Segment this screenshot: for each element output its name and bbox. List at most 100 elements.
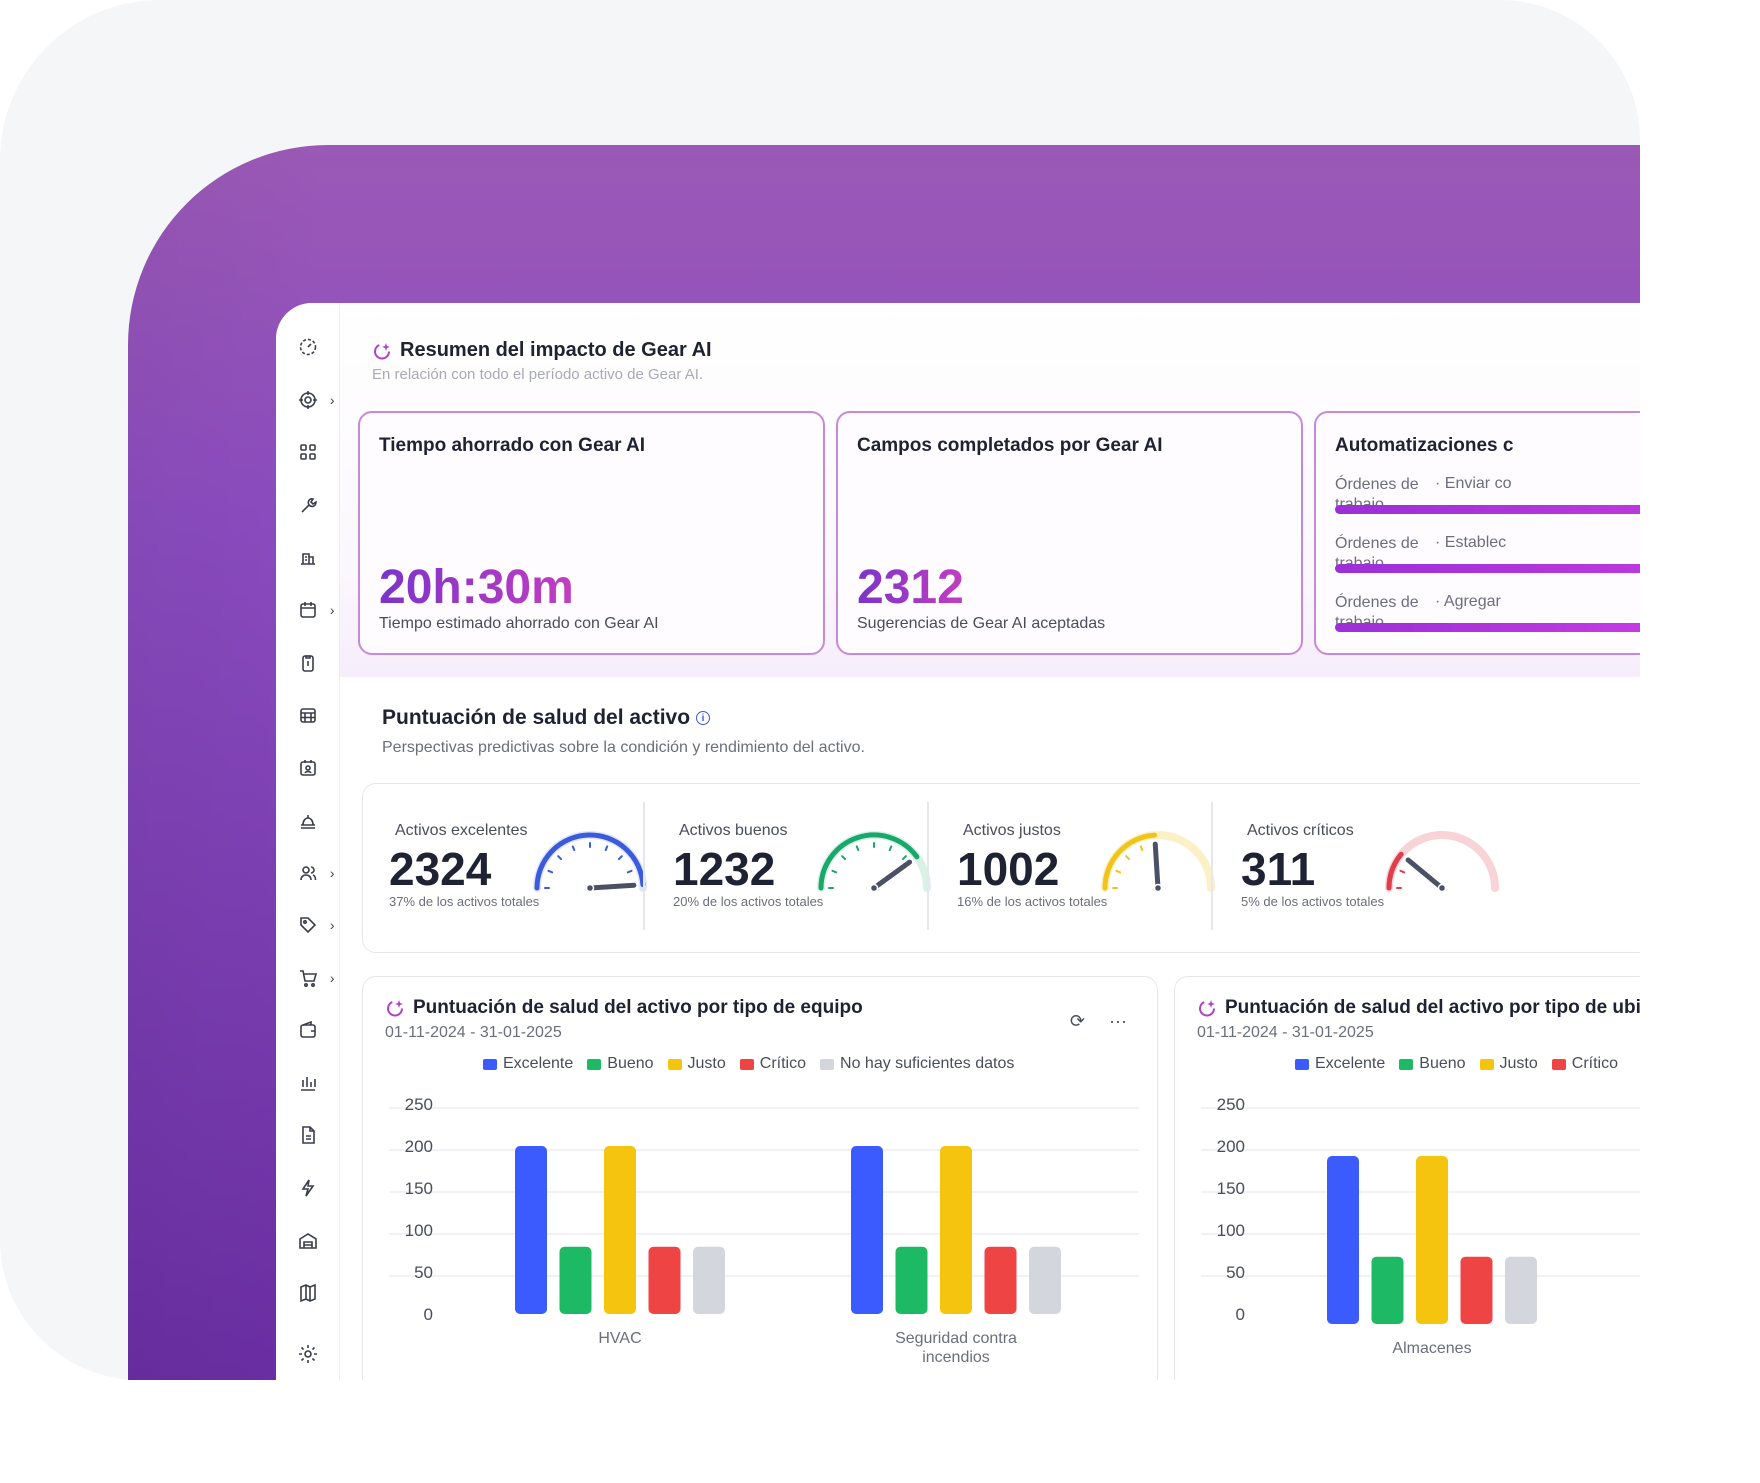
legend-item[interactable]: No hay suficientes datos xyxy=(820,1055,1014,1073)
y-tick-label: 0 xyxy=(424,1305,433,1324)
bar-bueno-0[interactable] xyxy=(559,1246,592,1314)
gauge-card[interactable]: Activos buenos 1232 20% de los activos tot… xyxy=(651,802,931,936)
chart-actions: ⟳ ··· xyxy=(1070,1011,1127,1032)
legend-item[interactable]: Justo xyxy=(1479,1055,1538,1073)
sidebar-item-clipboard[interactable] xyxy=(281,636,335,689)
bar-crítico-1[interactable] xyxy=(984,1246,1017,1314)
sidebar-item-calendar-grid[interactable] xyxy=(281,689,335,742)
bar-justo-0[interactable] xyxy=(604,1146,636,1314)
sidebar-item-calendar-user[interactable] xyxy=(281,741,335,794)
gauge-tick xyxy=(547,869,554,874)
info-icon[interactable]: i xyxy=(696,711,711,725)
legend-item[interactable]: Justo xyxy=(667,1055,726,1073)
gauge-hub xyxy=(869,883,879,893)
health-gauges-panel: Activos excelentes 2324 37% de los activos… xyxy=(362,783,1640,953)
app-window: › › › › › Resumen del impacto de Gear AI En … xyxy=(276,303,1640,1380)
legend-label: Crítico xyxy=(1571,1055,1619,1072)
kpi-label: Campos completados por Gear AI xyxy=(857,435,1163,456)
sidebar-item-cart[interactable]: › xyxy=(281,952,335,1005)
sidebar-item-target[interactable]: › xyxy=(281,374,335,427)
gauge-label: Activos críticos xyxy=(1247,822,1354,839)
bar-no-hay-suficientes-datos-0[interactable] xyxy=(693,1246,725,1314)
legend-item[interactable]: Crítico xyxy=(739,1055,806,1073)
y-tick-label: 150 xyxy=(405,1179,433,1198)
bar-crítico-0[interactable] xyxy=(648,1246,681,1314)
refresh-icon[interactable]: ⟳ xyxy=(1069,1011,1086,1031)
legend-swatch xyxy=(739,1058,754,1070)
bar-crítico-0[interactable] xyxy=(1460,1256,1493,1324)
gauge-tick xyxy=(604,845,609,852)
gauge-value: 1232 xyxy=(673,843,776,895)
bar-chart-icon xyxy=(300,1076,316,1091)
bar-excelente-0[interactable] xyxy=(1327,1156,1359,1324)
legend-item[interactable]: Bueno xyxy=(1399,1055,1466,1073)
bar-justo-0[interactable] xyxy=(1416,1156,1448,1324)
sidebar-item-document[interactable] xyxy=(281,1109,335,1162)
chevron-right-icon: › xyxy=(329,969,335,986)
legend-item[interactable]: Crítico xyxy=(1551,1055,1619,1073)
sidebar-item-service-bell[interactable] xyxy=(281,794,335,847)
gauge-tick xyxy=(1115,869,1122,874)
gauge-tick xyxy=(1399,869,1406,874)
kpi-note: Sugerencias de Gear AI aceptadas xyxy=(857,615,1106,632)
gauge-card[interactable]: Activos excelentes 2324 37% de los activos… xyxy=(367,802,647,936)
legend-swatch xyxy=(1399,1058,1414,1070)
legend-item[interactable]: Excelente xyxy=(483,1055,573,1073)
legend-label: Excelente xyxy=(1315,1055,1386,1072)
grid-icon xyxy=(299,444,316,461)
legend-item[interactable]: Bueno xyxy=(587,1055,654,1073)
sidebar-item-dashboard-dial[interactable] xyxy=(281,321,335,374)
sidebar-item-wallet[interactable] xyxy=(281,1004,335,1057)
gauge-dial xyxy=(817,831,931,893)
legend-label: No hay suficientes datos xyxy=(840,1055,1015,1072)
gauge-percent: 20% de los activos totales xyxy=(673,894,824,909)
automation-bar xyxy=(1335,564,1640,573)
sidebar-item-grid[interactable] xyxy=(281,426,335,479)
automations-title: Automatizaciones c xyxy=(1335,435,1514,456)
impact-subtitle: En relación con todo el período activo d… xyxy=(372,366,704,383)
sidebar-item-bar-chart[interactable] xyxy=(281,1057,335,1110)
x-category-label: Almacenes xyxy=(1392,1340,1471,1357)
gauge-fill xyxy=(534,832,646,891)
sidebar-item-lightning[interactable] xyxy=(281,1162,335,1215)
gauge-value: 311 xyxy=(1241,843,1316,895)
bar-no-hay-suficientes-datos-1[interactable] xyxy=(1029,1246,1061,1314)
chevron-right-icon: › xyxy=(329,602,335,618)
gauge-needle xyxy=(871,859,913,891)
sidebar-item-calendar[interactable]: › xyxy=(281,584,335,637)
gauge-card[interactable]: Activos justos 1002 16% de los activos tot… xyxy=(935,802,1215,936)
bar-excelente-1[interactable] xyxy=(851,1146,883,1314)
chevron-right-icon: › xyxy=(329,917,335,934)
kpi-card-time-saved[interactable]: Tiempo ahorrado con Gear AI 20h:30m Tiem… xyxy=(358,411,825,655)
kpi-card-fields-completed[interactable]: Campos completados por Gear AI 2312 Suge… xyxy=(836,411,1303,655)
more-options-icon[interactable]: ··· xyxy=(1109,1011,1127,1031)
sidebar-item-users[interactable]: › xyxy=(281,846,335,899)
legend-label: Bueno xyxy=(607,1055,654,1072)
wallet-icon xyxy=(299,1021,316,1039)
kpi-card-automations[interactable]: Automatizaciones c Órdenes de trabajo· E… xyxy=(1314,411,1640,655)
gauge-label: Activos buenos xyxy=(679,822,788,839)
chart-legend: Excelente Bueno Justo Crítico No hay suficie… xyxy=(483,1055,1014,1073)
legend-item[interactable]: Excelente xyxy=(1295,1055,1385,1073)
gauge-card[interactable]: Activos críticos 311 5% de los activos tot… xyxy=(1219,802,1499,936)
chart-card-equipment-type: 250 200 150 100 50 0 HVAC Seguridad contra incen… xyxy=(362,976,1158,1380)
bar-excelente-0[interactable] xyxy=(515,1146,547,1314)
bar-bueno-0[interactable] xyxy=(1371,1256,1404,1324)
sidebar-item-wrench[interactable] xyxy=(281,479,335,532)
map-icon xyxy=(299,1283,316,1303)
gauge-needle xyxy=(1152,841,1161,891)
legend-swatch xyxy=(1295,1058,1309,1070)
sidebar-item-building[interactable] xyxy=(281,531,335,584)
sidebar-item-warehouse[interactable] xyxy=(281,1214,335,1267)
y-tick-label: 150 xyxy=(1217,1179,1245,1198)
gauge-track xyxy=(1385,831,1499,892)
bar-no-hay-suficientes-datos-0[interactable] xyxy=(1505,1256,1537,1324)
bar-bueno-1[interactable] xyxy=(895,1246,928,1314)
sidebar-item-tag[interactable]: › xyxy=(281,899,335,952)
sidebar-item-map[interactable] xyxy=(281,1267,335,1320)
chart-date-range: 01-11-2024 - 31-01-2025 xyxy=(385,1024,562,1041)
gauge-fill xyxy=(818,832,920,891)
gear-ai-sparkle-icon xyxy=(1199,1000,1215,1017)
sidebar-item-settings[interactable] xyxy=(281,1327,335,1380)
bar-justo-1[interactable] xyxy=(940,1146,972,1314)
